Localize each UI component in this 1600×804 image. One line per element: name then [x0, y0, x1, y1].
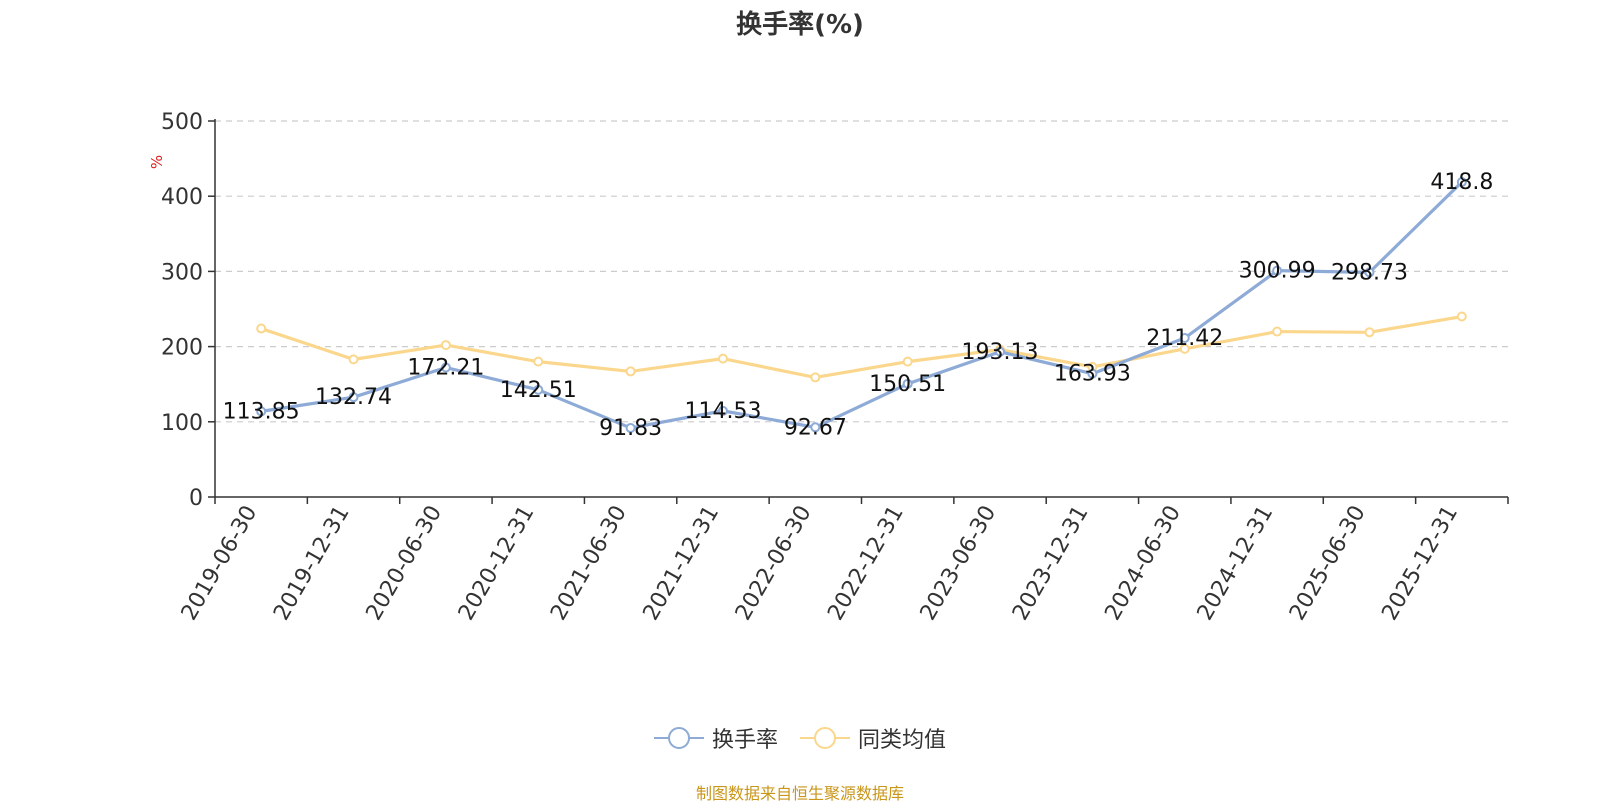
series-line-0: [260, 180, 1463, 430]
data-point: [810, 372, 821, 383]
data-point: [348, 354, 359, 365]
data-point: [1087, 368, 1098, 379]
legend-item-peer-average[interactable]: 同类均值: [800, 722, 946, 754]
data-label: 172.21: [407, 355, 484, 380]
data-label: 113.85: [223, 399, 300, 424]
data-label: 193.13: [962, 340, 1039, 365]
legend-label: 同类均值: [858, 728, 947, 753]
data-label: 142.51: [500, 378, 577, 403]
x-tick-label: 2022-12-31: [823, 502, 909, 625]
x-tick-label: 2023-06-30: [916, 501, 1002, 624]
data-label: 114.53: [684, 399, 761, 424]
data-label: 211.42: [1146, 326, 1223, 351]
data-point: [533, 384, 544, 395]
data-label: 132.74: [315, 385, 392, 410]
data-label: 298.73: [1331, 260, 1408, 285]
legend-label: 换手率: [711, 728, 778, 753]
data-point: [1179, 333, 1190, 344]
x-tick-label: 2023-12-31: [1008, 502, 1094, 625]
data-point: [533, 356, 544, 367]
y-tick-label: 400: [161, 185, 203, 210]
y-tick-label: 300: [161, 260, 203, 285]
legend-item-turnover[interactable]: 换手率: [653, 722, 778, 754]
data-point: [625, 422, 636, 433]
data-point: [1456, 177, 1467, 188]
legend-circle-icon: [800, 727, 850, 749]
data-point: [1456, 311, 1467, 322]
data-point: [1179, 343, 1190, 354]
data-point: [1364, 327, 1375, 338]
x-tick-label: 2019-06-30: [177, 502, 263, 625]
data-point: [440, 340, 451, 351]
data-point: [625, 366, 636, 377]
data-point: [995, 346, 1006, 357]
data-point: [717, 353, 728, 364]
x-tick-label: 2021-06-30: [546, 502, 632, 625]
data-point: [1364, 267, 1375, 278]
data-label: 91.83: [599, 416, 662, 441]
data-label: 300.99: [1239, 259, 1316, 284]
data-label: 150.51: [869, 372, 946, 397]
y-tick-label: 500: [161, 110, 203, 135]
data-point: [717, 405, 728, 416]
data-label: 92.67: [784, 415, 847, 440]
chart-title: 换手率(%): [736, 10, 864, 40]
y-axis-unit-label: %: [148, 155, 166, 169]
x-tick-label: 2024-12-31: [1193, 502, 1279, 625]
legend-circle-icon: [653, 727, 704, 749]
y-tick-label: 0: [189, 486, 203, 511]
x-tick-label: 2021-12-31: [639, 502, 725, 625]
data-point: [256, 406, 267, 417]
y-tick-label: 100: [161, 411, 203, 436]
data-point: [1272, 326, 1283, 337]
data-point: [440, 362, 451, 373]
x-tick-label: 2020-12-31: [454, 502, 540, 625]
data-label: 163.93: [1054, 362, 1131, 387]
series-line-1: [260, 314, 1463, 380]
x-tick-label: 2024-06-30: [1100, 502, 1186, 625]
data-point: [810, 422, 821, 433]
x-tick-label: 2025-12-31: [1377, 502, 1463, 625]
data-point: [256, 323, 267, 334]
x-tick-label: 2020-06-30: [362, 501, 448, 624]
data-point: [1272, 265, 1283, 276]
x-tick-label: 2025-06-30: [1285, 502, 1371, 625]
x-tick-label: 2022-06-30: [731, 502, 817, 625]
data-point: [902, 356, 913, 367]
data-point: [902, 378, 913, 389]
data-point: [348, 392, 359, 403]
y-tick-label: 200: [161, 336, 203, 361]
data-label: 418.8: [1430, 170, 1493, 195]
legend: 换手率 同类均值: [0, 722, 1600, 754]
x-tick-label: 2019-12-31: [269, 502, 355, 625]
data-source-note: 制图数据来自恒生聚源数据库: [695, 784, 904, 803]
